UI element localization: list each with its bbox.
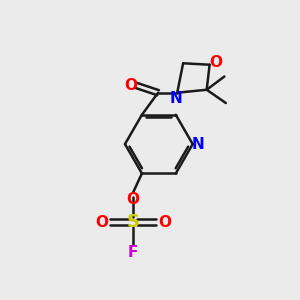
Text: N: N xyxy=(169,91,182,106)
Text: F: F xyxy=(128,245,138,260)
Text: O: O xyxy=(95,214,108,230)
Text: S: S xyxy=(127,213,140,231)
Text: N: N xyxy=(192,136,204,152)
Text: O: O xyxy=(158,214,171,230)
Text: O: O xyxy=(210,55,223,70)
Text: O: O xyxy=(127,192,140,207)
Text: O: O xyxy=(124,78,137,93)
